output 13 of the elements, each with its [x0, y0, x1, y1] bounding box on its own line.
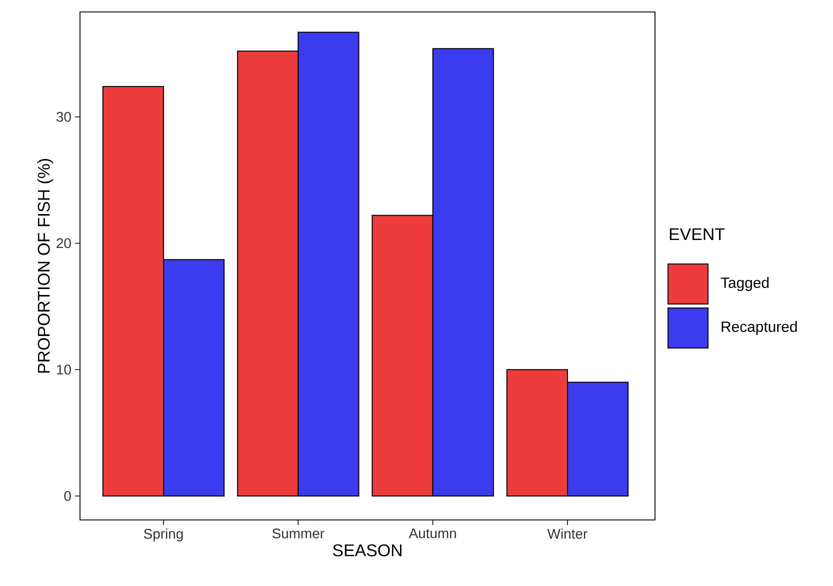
- legend-title: EVENT: [670, 228, 725, 240]
- x-tick-label: Spring: [144, 528, 183, 542]
- x-tick-label: Summer: [272, 528, 324, 538]
- y-axis-title: PROPORTION OF FISH (%): [37, 158, 54, 373]
- x-axis-title: SEASON: [332, 544, 402, 556]
- x-tick-label: Winter: [547, 528, 588, 539]
- x-tick-label: Autumn: [408, 528, 456, 538]
- text: Recaptured: [722, 321, 797, 335]
- y-tick-label: 10: [57, 364, 71, 375]
- y-tick-label: 20: [56, 238, 71, 248]
- y-tick-label: 0: [64, 491, 71, 501]
- y-tick-label: 30: [56, 112, 71, 122]
- text: Tagged: [720, 277, 769, 291]
